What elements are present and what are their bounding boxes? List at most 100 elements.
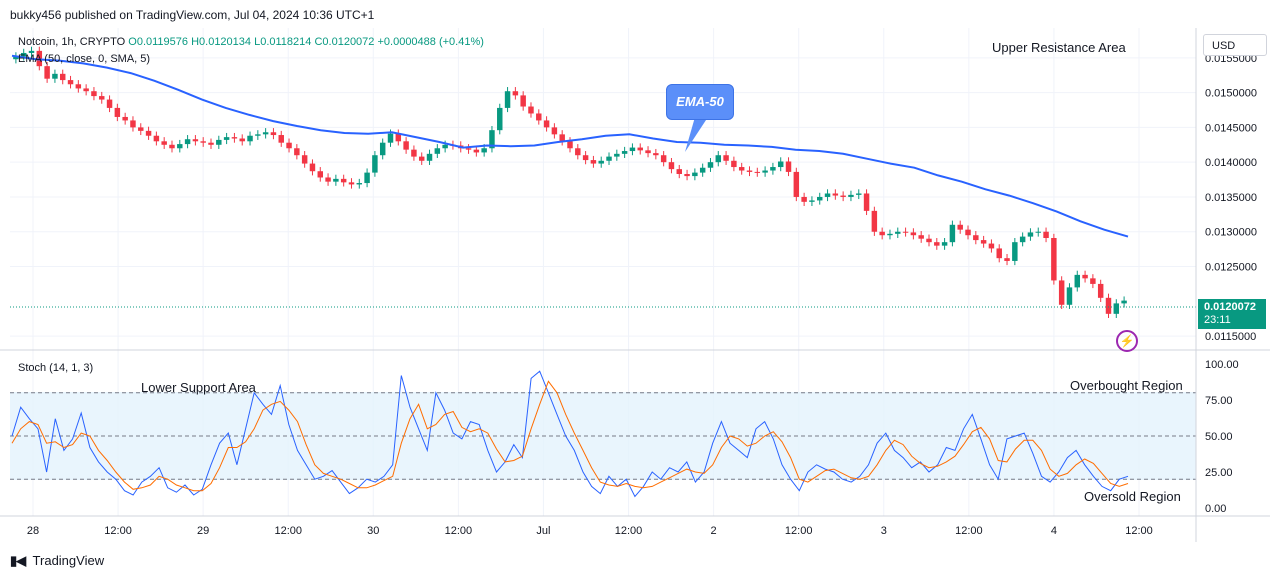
stoch-tick-label: 0.00 xyxy=(1205,503,1226,515)
candle-body xyxy=(629,147,636,152)
candle-body xyxy=(106,99,113,108)
ema-callout: EMA-50 xyxy=(666,84,734,120)
candle-body xyxy=(1051,238,1057,281)
candle-body xyxy=(465,148,472,150)
candle-body xyxy=(75,84,82,89)
candle-body xyxy=(294,148,300,156)
candle-body xyxy=(528,106,534,114)
candle-body xyxy=(988,243,995,249)
candle-body xyxy=(754,171,761,173)
candle-body xyxy=(489,130,495,149)
candle-body xyxy=(637,147,643,151)
candle-body xyxy=(1058,280,1065,305)
candle-body xyxy=(715,155,722,163)
candle-body xyxy=(957,224,963,230)
candle-body xyxy=(200,141,206,143)
tradingview-logo-icon: ▮◀ xyxy=(10,553,26,568)
time-axis[interactable]: 28 12:00 29 12:00 30 12:00 Jul 12:00 2 12:00 3 12:0… xyxy=(27,525,1153,537)
candle-body xyxy=(918,235,924,239)
candle-body xyxy=(621,151,628,154)
ema-legend: EMA (50, close, 0, SMA, 5) xyxy=(18,53,151,65)
time-tick-label: 12:00 xyxy=(615,525,643,537)
last-price-tag: 0.0120072 23:11 xyxy=(1198,299,1266,329)
candle-body xyxy=(1097,283,1104,298)
stoch-axis[interactable]: 100.00 75.00 50.00 25.00 0.00 xyxy=(1205,359,1239,515)
candle-body xyxy=(614,153,620,157)
candle-body xyxy=(114,107,121,117)
candle-body xyxy=(598,160,604,164)
time-tick-label: 12:00 xyxy=(445,525,473,537)
candle-body xyxy=(418,156,425,161)
candle-body xyxy=(364,172,370,184)
candle-body xyxy=(543,120,550,128)
candle-body xyxy=(809,200,815,202)
candle-body xyxy=(255,134,261,136)
time-tick-label: 3 xyxy=(881,525,887,537)
candle-body xyxy=(871,210,878,232)
price-tick-label: 0.0150000 xyxy=(1205,88,1257,100)
candle-body xyxy=(934,242,940,246)
candle-body xyxy=(379,142,386,156)
candle-body xyxy=(793,171,800,197)
candle-body xyxy=(848,194,854,197)
candle-body xyxy=(309,163,316,172)
candle-body xyxy=(582,155,589,161)
candle-body xyxy=(567,141,573,149)
price-tick-label: 0.0140000 xyxy=(1205,157,1257,169)
candle-body xyxy=(1004,258,1010,261)
stoch-tick-label: 75.00 xyxy=(1205,395,1233,407)
candle-body xyxy=(856,193,862,195)
candle-body xyxy=(1019,236,1026,243)
time-tick-label: Jul xyxy=(536,525,550,537)
ema-50-line xyxy=(11,54,1129,238)
candle-body xyxy=(426,153,433,161)
candle-body xyxy=(1012,242,1018,261)
candle-body xyxy=(973,235,979,241)
candle-body xyxy=(28,50,35,53)
candle-body xyxy=(777,161,784,168)
candle-body xyxy=(325,177,331,182)
stoch-k-line xyxy=(11,370,1129,498)
candle-body xyxy=(208,142,214,145)
candle-body xyxy=(403,141,409,150)
candle-body xyxy=(411,149,417,157)
candle-body xyxy=(52,73,58,79)
candle-body xyxy=(67,80,74,85)
candle-body xyxy=(887,233,893,236)
candle-body xyxy=(676,169,682,174)
candle-body xyxy=(442,144,448,149)
time-tick-label: 28 xyxy=(27,525,39,537)
candle-body xyxy=(99,96,105,100)
candle-body xyxy=(473,149,480,153)
candle-body xyxy=(184,139,191,145)
close-value: C0.0120072 xyxy=(314,36,375,48)
candle-body xyxy=(785,161,792,172)
candle-body xyxy=(223,137,230,140)
footer-text: TradingView xyxy=(32,553,105,568)
time-tick-label: 2 xyxy=(711,525,717,537)
candle-body xyxy=(762,170,768,173)
time-tick-label: 12:00 xyxy=(274,525,302,537)
candle-body xyxy=(980,240,987,244)
candle-body xyxy=(1043,231,1049,238)
candle-body xyxy=(707,162,714,168)
candle-body xyxy=(13,56,19,60)
currency-button[interactable]: USD xyxy=(1203,34,1267,56)
candle-body xyxy=(738,167,745,171)
candle-body xyxy=(278,135,284,143)
candle-body xyxy=(239,138,245,142)
footer-brand: ▮◀ TradingView xyxy=(10,553,104,569)
candle-body xyxy=(192,139,199,142)
price-tick-label: 0.0135000 xyxy=(1205,192,1257,204)
candle-body xyxy=(590,160,597,164)
lightning-icon[interactable]: ⚡ xyxy=(1116,330,1138,352)
candle-body xyxy=(770,167,776,171)
candle-body xyxy=(333,178,339,182)
candle-body xyxy=(262,132,269,135)
change-value: +0.0000488 (+0.41%) xyxy=(377,36,484,48)
candle-body xyxy=(692,172,698,177)
candle-body xyxy=(949,224,956,243)
candle-body xyxy=(434,148,441,154)
time-tick-label: 12:00 xyxy=(955,525,983,537)
